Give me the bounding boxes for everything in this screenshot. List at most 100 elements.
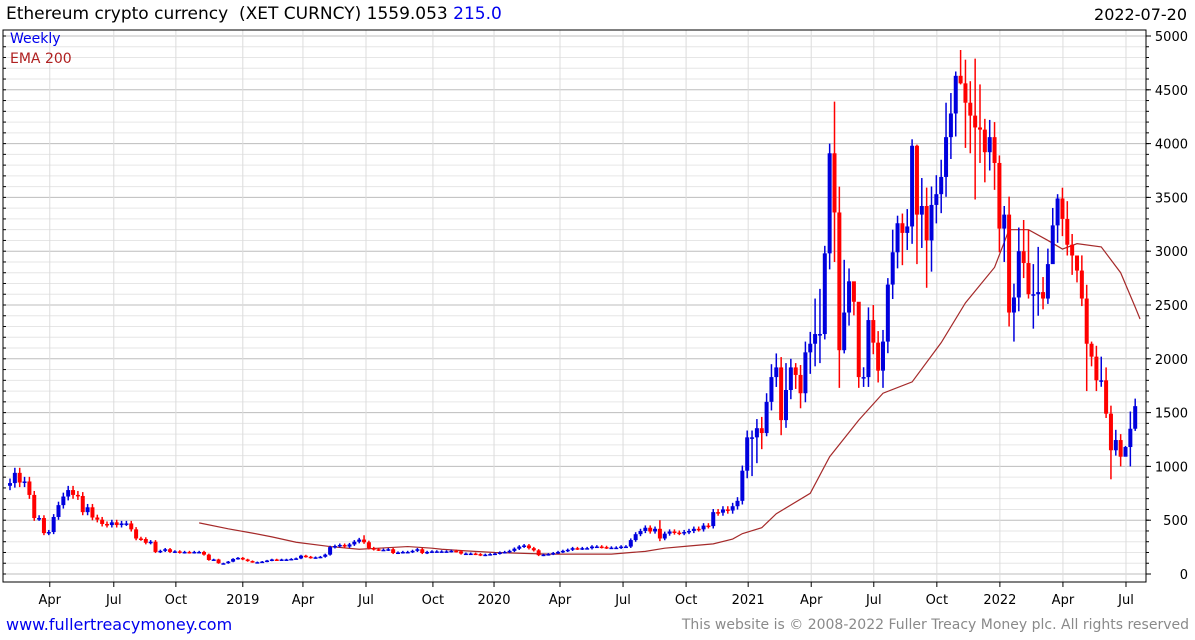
candle-body [425,551,430,554]
candle-body [851,281,856,302]
candle [982,118,987,183]
candle [590,545,594,550]
candle [303,554,308,558]
candle-body [391,549,396,554]
candle-body [672,531,677,533]
chart-title: Ethereum crypto currency (XET CURNCY) 15… [6,4,502,24]
candle-body [687,530,691,533]
candle-body [483,554,488,557]
candle [929,186,934,272]
candle [235,557,240,560]
candle [633,532,638,542]
candle-body [168,549,173,552]
candle-body [541,554,546,557]
candle-body [614,547,619,550]
candle [895,215,900,269]
candle [493,552,497,556]
candle-body [1026,263,1031,295]
candle-body [381,549,386,552]
candle-body [449,550,454,553]
candle-body [1031,294,1036,296]
candle [415,548,420,553]
candle [691,526,696,534]
candle-body [177,551,182,553]
candle-body [463,553,468,556]
candle-body [1050,225,1055,265]
axes: Apr Jul Oct 2019 Apr Jul Oct 2020 Apr Jul Oct 2021 A… [2,29,1188,608]
candle-body [240,557,245,560]
candle [497,551,502,555]
candle [628,538,633,548]
candle-body [580,548,585,550]
x-tick-label: Oct [165,593,187,608]
candle-body [982,129,987,153]
candle [138,536,143,541]
candle [134,527,139,541]
candle [556,550,561,555]
candle-body [318,556,323,559]
candle [958,49,963,85]
candle [677,530,682,536]
candle [682,529,687,536]
x-tick-label: 2021 [732,593,765,608]
candle-body [56,505,61,517]
candle [429,550,434,554]
candle-body [716,512,721,514]
candle-body [163,549,168,551]
x-tick-label: Jul [357,593,374,608]
candle-body [8,483,12,486]
candle [153,540,158,554]
candle [221,562,226,565]
candle [910,139,915,244]
candle-body [725,509,730,511]
candle-body [638,530,643,535]
candle [978,84,982,163]
candle-body [429,551,434,553]
candle-body [342,544,347,547]
candle-body [735,500,740,507]
candle-body [444,551,449,553]
candle [871,305,876,355]
candle [531,546,536,552]
candle [1133,398,1138,431]
candle [284,558,289,561]
candle-body [459,551,464,554]
candle [905,209,910,250]
candle [444,550,449,553]
candle-body [80,495,85,513]
candle-body [522,545,527,547]
candle-body [691,528,696,531]
candle [662,531,667,541]
candle-body [202,551,206,555]
candle [851,281,856,316]
candle-body [153,541,158,552]
x-tick-label: Apr [39,593,62,608]
candle-body [1079,270,1084,299]
candle [638,528,643,537]
copyright-notice: This website is © 2008-2022 Fuller Treac… [681,617,1189,633]
chart-date: 2022-07-20 [1094,5,1187,24]
candle [512,547,517,553]
candle [352,540,357,546]
candle [822,245,827,340]
candle-body [488,554,493,556]
candle-body [832,153,837,213]
candle [202,550,206,556]
y-tick-label: 3000 [1155,245,1188,260]
candle-body [109,522,114,526]
candle [594,545,599,549]
candle [570,546,575,552]
website-link[interactable]: www.fullertreacymoney.com [6,615,233,634]
candle [842,259,847,354]
candle-body [934,194,939,205]
candle-body [910,145,915,227]
candle-body [493,553,497,556]
candle [876,331,881,383]
candle [177,550,182,554]
x-tick-label: Apr [1052,593,1075,608]
candle [488,553,493,556]
candle [784,363,788,428]
candle-body [817,334,822,336]
candle-body [332,546,337,548]
